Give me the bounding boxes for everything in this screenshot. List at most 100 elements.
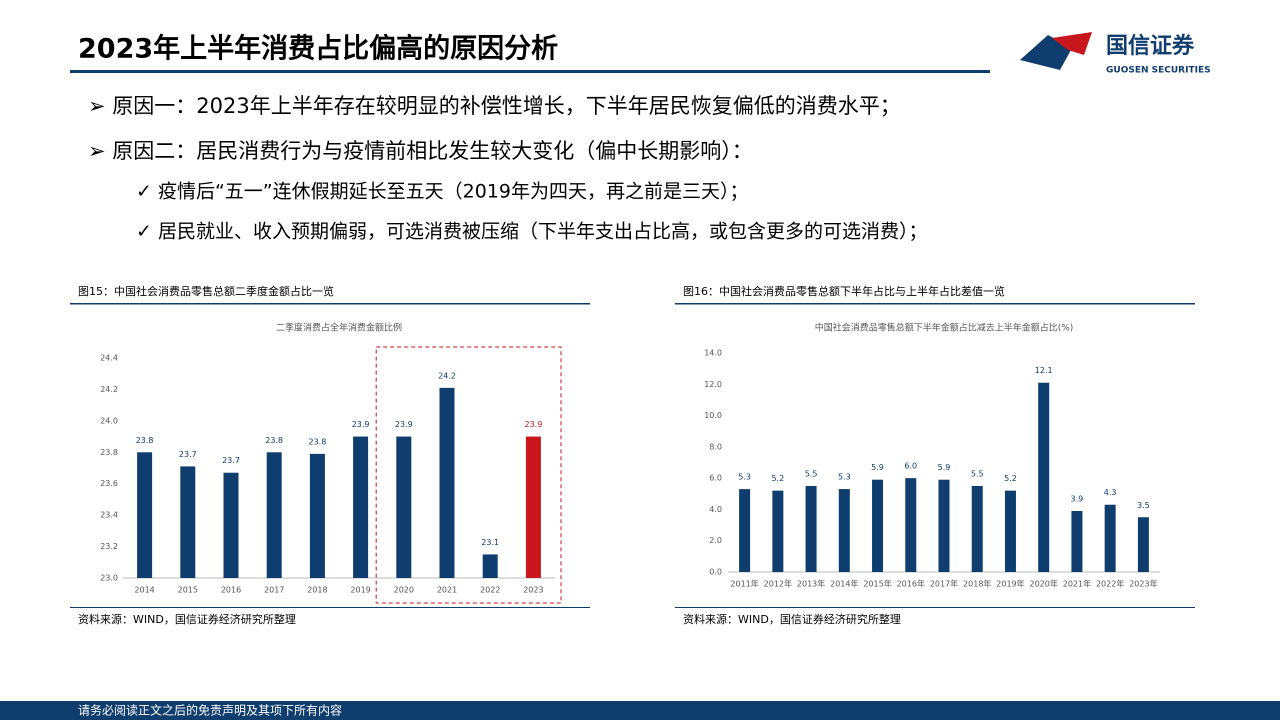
value-label: 5.9 — [938, 463, 951, 472]
bullet: ➢ 原因二：居民消费行为与疫情前相比发生较大变化（偏中长期影响）： — [88, 139, 753, 163]
y-tick-label: 10.0 — [704, 411, 722, 420]
bar — [938, 479, 950, 572]
sub-bullet: ✓ 居民就业、收入预期偏弱，可选消费被压缩（下半年支出占比高，或包含更多的可选消… — [136, 221, 927, 243]
value-label: 24.2 — [438, 371, 456, 380]
x-tick-label: 2020 — [394, 586, 414, 595]
value-label: 23.8 — [136, 436, 154, 445]
value-label: 5.5 — [971, 469, 984, 478]
y-tick-label: 0.0 — [709, 568, 722, 577]
value-label: 6.0 — [904, 462, 917, 471]
value-label: 5.2 — [1004, 474, 1017, 483]
sub-bullet: ✓ 疫情后“五一”连休假期延长至五天（2019年为四天，再之前是三天）； — [136, 181, 749, 203]
x-tick-label: 2011年 — [730, 579, 758, 589]
y-tick-label: 23.4 — [100, 511, 118, 520]
x-tick-label: 2013年 — [797, 579, 825, 589]
bar — [396, 436, 412, 578]
panel-rule — [675, 607, 1195, 608]
title-rule — [70, 70, 990, 73]
x-tick-label: 2016 — [221, 586, 241, 595]
bar — [137, 452, 153, 578]
x-tick-label: 2021 — [437, 586, 457, 595]
bar — [1104, 504, 1116, 572]
bar — [266, 452, 282, 578]
bar — [1071, 510, 1083, 572]
value-label: 23.7 — [222, 456, 240, 465]
highlight-box — [375, 346, 562, 604]
bar — [180, 466, 196, 578]
value-label: 23.7 — [179, 450, 197, 459]
x-tick-label: 2012年 — [764, 579, 792, 589]
x-tick-label: 2017 — [264, 586, 284, 595]
y-tick-label: 24.4 — [100, 354, 118, 363]
chart-title: 二季度消费占全年消费金额比例 — [276, 322, 402, 334]
value-label: 23.1 — [481, 538, 499, 547]
source-note: 资料来源：WIND，国信证券经济研究所整理 — [78, 612, 296, 626]
bar — [1038, 382, 1050, 572]
value-label: 4.3 — [1104, 488, 1117, 497]
figure-caption: 图16：中国社会消费品零售总额下半年占比与上半年占比差值一览 — [683, 284, 1005, 298]
x-tick-label: 2020年 — [1030, 579, 1058, 589]
logo-text: 国信证券 — [1106, 33, 1195, 59]
caption-rule — [675, 303, 1195, 305]
value-label: 5.3 — [838, 473, 851, 482]
bar — [739, 489, 751, 572]
bar — [525, 436, 541, 578]
x-tick-label: 2014 — [134, 586, 154, 595]
bar — [872, 479, 884, 572]
x-tick-label: 2015年 — [863, 579, 891, 589]
y-tick-label: 6.0 — [709, 474, 722, 483]
slide-title: 2023年上半年消费占比偏高的原因分析 — [78, 33, 558, 65]
x-tick-label: 2017年 — [930, 579, 958, 589]
bar — [805, 485, 817, 572]
x-tick-label: 2015 — [178, 586, 198, 595]
bar — [482, 554, 498, 578]
bar — [1004, 490, 1016, 572]
value-label: 5.9 — [871, 463, 884, 472]
bar — [1137, 517, 1149, 572]
value-label: 3.5 — [1137, 501, 1150, 510]
y-tick-label: 23.8 — [100, 448, 118, 457]
caption-rule — [70, 303, 590, 305]
value-label: 23.9 — [352, 420, 370, 429]
value-label: 23.8 — [265, 436, 283, 445]
x-tick-label: 2022年 — [1096, 579, 1124, 589]
y-tick-label: 8.0 — [709, 442, 722, 451]
value-label: 23.9 — [395, 420, 413, 429]
y-tick-label: 23.6 — [100, 479, 118, 488]
value-label: 12.1 — [1035, 366, 1053, 375]
y-tick-label: 23.0 — [100, 574, 118, 583]
x-tick-label: 2023 — [523, 586, 543, 595]
x-tick-label: 2016年 — [897, 579, 925, 589]
figure-caption: 图15：中国社会消费品零售总额二季度金额占比一览 — [78, 284, 334, 298]
bar — [772, 490, 784, 572]
x-tick-label: 2019年 — [996, 579, 1024, 589]
bar — [905, 478, 917, 572]
y-tick-label: 2.0 — [709, 536, 722, 545]
value-label: 5.5 — [805, 469, 818, 478]
footer-text: 请务必阅读正文之后的免责声明及其项下所有内容 — [78, 703, 342, 718]
x-tick-label: 2022 — [480, 586, 500, 595]
value-label: 5.3 — [738, 473, 751, 482]
value-label: 23.9 — [524, 420, 542, 429]
x-tick-label: 2023年 — [1129, 579, 1157, 589]
bullet: ➢ 原因一：2023年上半年存在较明显的补偿性增长，下半年居民恢复偏低的消费水平… — [88, 94, 901, 118]
bar — [439, 387, 455, 578]
y-tick-label: 12.0 — [704, 380, 722, 389]
value-label: 5.2 — [771, 474, 784, 483]
bar — [353, 436, 369, 578]
bar — [971, 485, 983, 572]
panel-rule — [70, 607, 590, 608]
footer-bar — [0, 701, 1280, 720]
y-tick-label: 24.0 — [100, 416, 118, 425]
bar — [223, 472, 239, 578]
y-tick-label: 14.0 — [704, 349, 722, 358]
bar — [309, 453, 325, 578]
bar — [838, 489, 850, 572]
x-tick-label: 2021年 — [1063, 579, 1091, 589]
y-tick-label: 4.0 — [709, 505, 722, 514]
source-note: 资料来源：WIND，国信证券经济研究所整理 — [683, 612, 901, 626]
value-label: 3.9 — [1071, 494, 1084, 503]
value-label: 23.8 — [308, 437, 326, 446]
